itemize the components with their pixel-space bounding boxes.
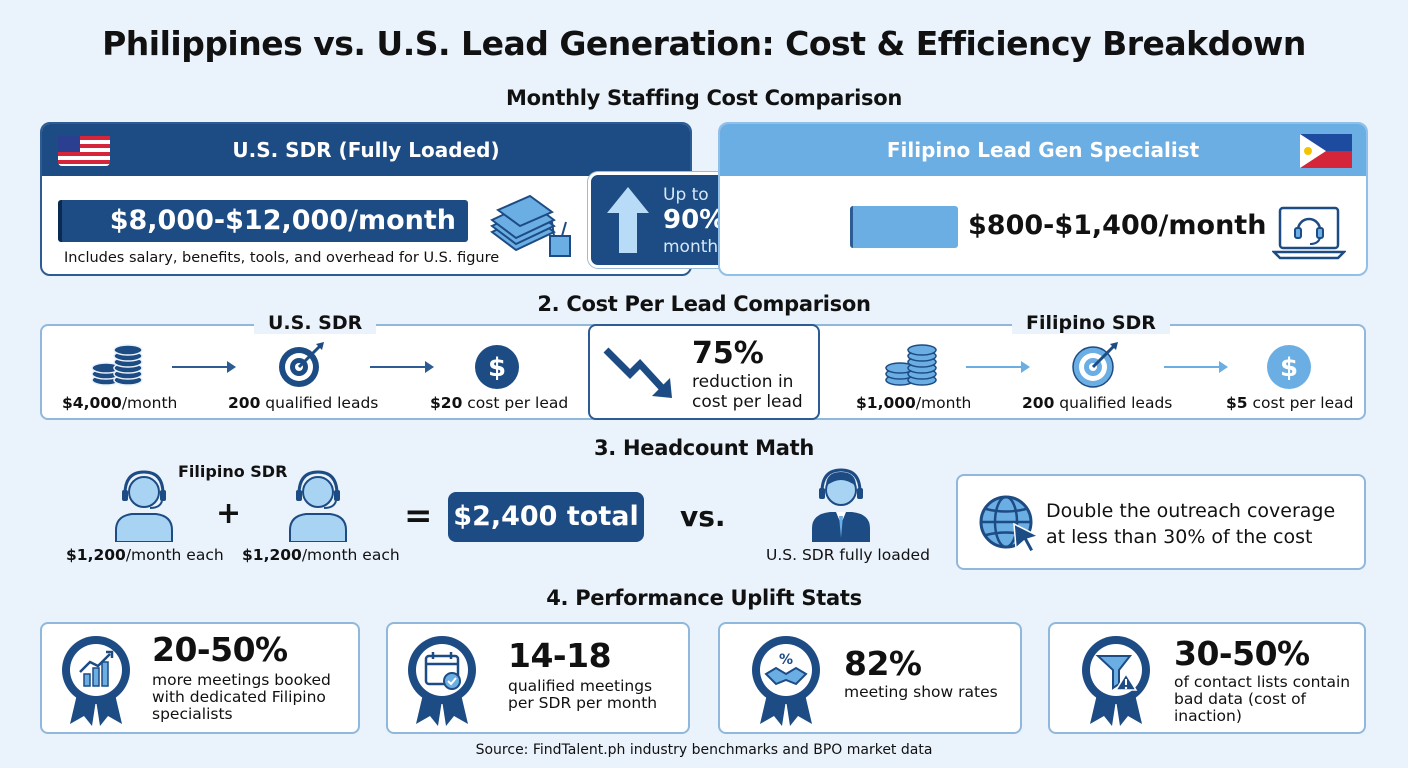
us-flag-icon — [58, 136, 110, 166]
stat-card: 30-50% of contact lists contain bad data… — [1048, 622, 1366, 734]
ph-sdr-cost-1: $1,200/month each — [66, 546, 224, 564]
ph-qualified-leads: 200 qualified leads — [1022, 394, 1173, 412]
agent-headset-icon — [289, 470, 347, 542]
ph-cost-per-lead: $5 cost per lead — [1226, 394, 1354, 412]
stat-value: 20-50% — [152, 630, 288, 669]
ph-specialist-card: Filipino Lead Gen Specialist $800-$1,400… — [718, 122, 1368, 276]
agent-headset-icon — [115, 470, 173, 542]
target-icon — [1072, 342, 1118, 388]
us-sdr-header: U.S. SDR (Fully Loaded) — [42, 124, 690, 176]
trend-down-icon — [603, 347, 672, 398]
page-title: Philippines vs. U.S. Lead Generation: Co… — [102, 24, 1306, 63]
handshake-percent-icon: % — [752, 636, 820, 726]
equals-sign: = — [404, 496, 433, 536]
ph-flow-arrow-2 — [1164, 361, 1228, 373]
coverage-callout: Double the outreach coverage at less tha… — [956, 474, 1366, 570]
stat-description: of contact lists contain bad data (cost … — [1174, 673, 1351, 725]
ph-sdr-label: Filipino SDR — [1012, 312, 1170, 334]
dollar-icon: $ — [1267, 345, 1311, 389]
us-cost-note: Includes salary, benefits, tools, and ov… — [64, 250, 500, 266]
us-sdr-caption: U.S. SDR fully loaded — [766, 546, 930, 564]
coin-stack-icon — [885, 344, 937, 386]
ph-cost-bar — [850, 206, 958, 248]
us-qualified-leads: 200 qualified leads — [228, 394, 379, 412]
svg-text:%: % — [779, 652, 793, 668]
ph-monthly-cost: $800-$1,400/month — [968, 210, 1267, 241]
section2-heading: 2. Cost Per Lead Comparison — [537, 292, 871, 316]
stat-card: % 82% meeting show rates — [718, 622, 1022, 734]
stat-value: 30-50% — [1174, 634, 1310, 673]
section3-heading: 3. Headcount Math — [593, 436, 814, 460]
section4-heading: 4. Performance Uplift Stats — [546, 586, 862, 610]
stat-description: more meetings booked with dedicated Fili… — [152, 671, 331, 723]
stat-card: 20-50% more meetings booked with dedicat… — [40, 622, 360, 734]
ph-specialist-header: Filipino Lead Gen Specialist — [720, 124, 1366, 176]
ph-sdr-cost-2: $1,200/month each — [242, 546, 400, 564]
stat-description: qualified meetings per SDR per month — [508, 677, 658, 712]
section1-heading: Monthly Staffing Cost Comparison — [505, 86, 902, 110]
dollar-icon: $ — [475, 345, 519, 389]
ph-flag-icon — [1300, 134, 1352, 168]
stat-value: 82% — [844, 644, 922, 683]
funnel-warning-icon — [1082, 636, 1150, 726]
growth-chart-icon — [62, 636, 130, 726]
us-flow-arrow-1 — [172, 361, 236, 373]
us-sdr-label: U.S. SDR — [254, 312, 377, 334]
reduction-line1: reduction in — [692, 372, 794, 392]
laptop-headset-icon — [1272, 206, 1346, 260]
reduction-callout: 75% reduction in cost per lead — [588, 324, 820, 420]
coverage-text: Double the outreach coverage at less tha… — [1046, 500, 1336, 548]
reduction-line2: cost per lead — [692, 392, 803, 412]
globe-cursor-icon — [979, 495, 1041, 553]
us-agent-icon — [812, 468, 870, 542]
reduction-percent: 75% — [692, 336, 764, 371]
target-icon — [279, 342, 324, 387]
calendar-check-icon — [408, 636, 476, 726]
us-sdr-card: U.S. SDR (Fully Loaded) $8,000-$12,000/m… — [40, 122, 692, 276]
plus-sign: + — [216, 496, 242, 531]
us-monthly-spend: $4,000/month — [62, 394, 178, 412]
source-note: Source: FindTalent.ph industry benchmark… — [475, 742, 933, 758]
ph-flow-arrow-1 — [966, 361, 1030, 373]
us-flow-arrow-2 — [370, 361, 434, 373]
badge-line1: Up to — [663, 185, 709, 205]
versus-label: vs. — [680, 500, 726, 533]
arrow-up-icon — [607, 187, 649, 253]
stat-description: meeting show rates — [844, 683, 998, 701]
money-stack-icon — [490, 194, 571, 257]
filipino-sdr-label: Filipino SDR — [178, 462, 288, 481]
coin-stack-icon — [91, 344, 143, 386]
stat-card: 14-18 qualified meetings per SDR per mon… — [386, 622, 690, 734]
svg-text:$: $ — [488, 353, 506, 383]
stat-value: 14-18 — [508, 636, 612, 675]
us-monthly-cost: $8,000-$12,000/month — [58, 200, 468, 242]
ph-monthly-spend: $1,000/month — [856, 394, 972, 412]
headcount-total: $2,400 total — [448, 492, 644, 542]
svg-text:$: $ — [1280, 353, 1298, 383]
us-cost-per-lead: $20 cost per lead — [430, 394, 569, 412]
